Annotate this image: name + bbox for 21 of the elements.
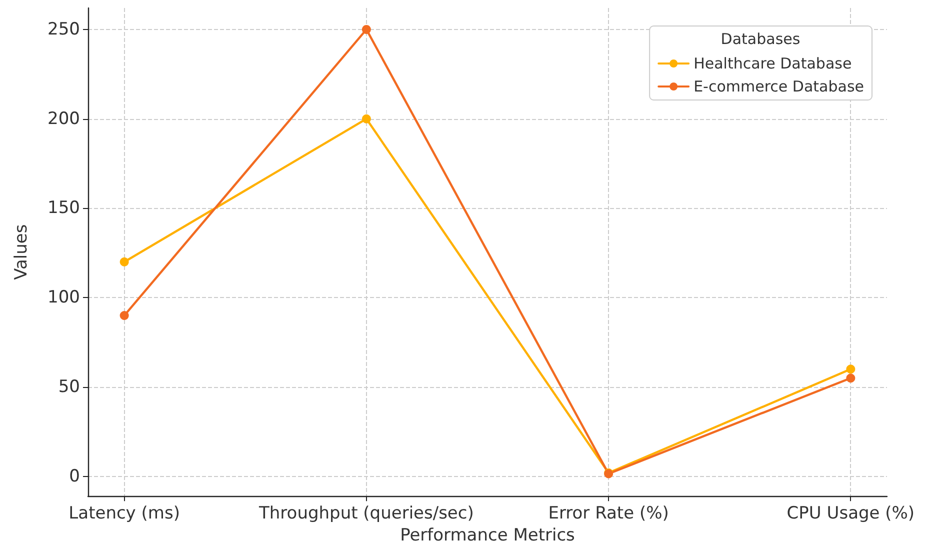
point bbox=[362, 24, 371, 34]
x-tick-label: Error Rate (%) bbox=[548, 504, 669, 524]
y-tick-label: 50 bbox=[58, 377, 80, 398]
point bbox=[362, 114, 371, 124]
point bbox=[120, 257, 129, 266]
point bbox=[120, 311, 129, 320]
legend-label: E-commerce Database bbox=[694, 78, 864, 96]
x-tick-label: Throughput (queries/sec) bbox=[258, 504, 474, 524]
y-tick-label: 100 bbox=[48, 288, 80, 308]
y-axis-title: Values bbox=[12, 224, 32, 280]
point bbox=[846, 374, 856, 383]
legend-title: Databases bbox=[720, 30, 800, 48]
legend-label: Healthcare Database bbox=[694, 54, 852, 72]
x-axis-title: Performance Metrics bbox=[400, 526, 576, 546]
y-tick-label: 0 bbox=[69, 466, 80, 486]
x-tick-label: CPU Usage (%) bbox=[786, 504, 915, 524]
y-tick-label: 250 bbox=[48, 19, 80, 40]
point bbox=[846, 364, 856, 374]
y-tick-label: 200 bbox=[48, 108, 80, 129]
y-tick-label: 150 bbox=[48, 198, 80, 218]
x-tick-label: Latency (ms) bbox=[68, 504, 180, 524]
